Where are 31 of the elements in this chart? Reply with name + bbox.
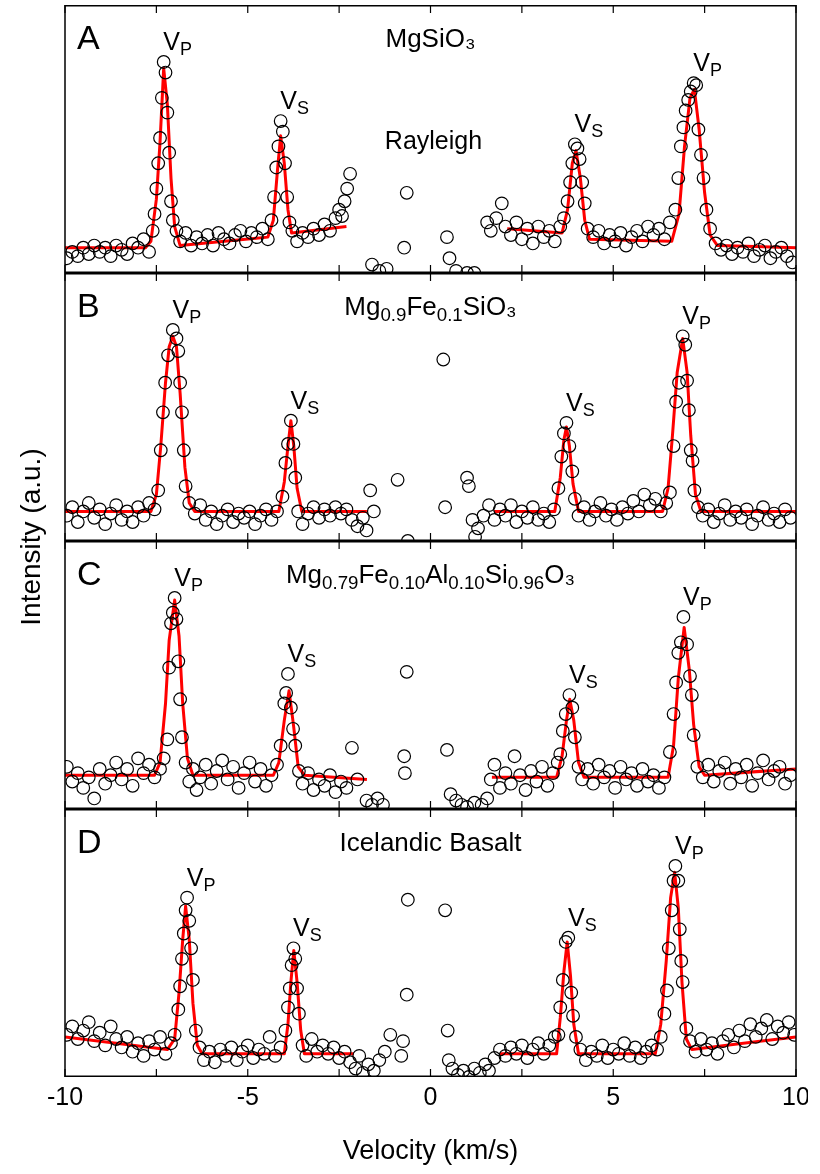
x-axis-title: Velocity (km/s) [342,1135,519,1165]
chart-title: MgSiO₃ [385,23,476,53]
text: B [77,286,100,324]
annotation: V$_{P}$ [683,581,712,615]
chart-title: Mg$_{0.9}$Fe$_{0.1}$SiO₃ [344,291,517,325]
annotation: Rayleigh [384,126,483,154]
x-tick-label: -10 [46,1081,84,1110]
annotation: V$_{P}$ [163,26,193,60]
annotation: V$_{P}$ [693,48,723,81]
annotation: V$_{S}$ [280,86,309,119]
annotation: V$_{P}$ [682,301,712,334]
annotation: V$_{P}$ [186,862,216,896]
chart-title: Icelandic Basalt [339,827,523,857]
text: D [77,822,102,860]
x-tick-label: -5 [236,1081,259,1110]
annotation: V$_{S}$ [290,385,320,419]
annotation: V$_{S}$ [567,902,597,936]
annotation: V$_{P}$ [174,562,203,596]
x-tick-label: 0 [423,1081,438,1110]
text: A [77,18,100,56]
annotation: V$_{S}$ [293,913,322,946]
annotation: V$_{S}$ [569,660,598,693]
x-tick-label: 5 [606,1081,621,1110]
annotation: V$_{P}$ [172,294,202,328]
y-axis-title: Intensity (a.u.) [15,448,46,626]
chart-title: Mg$_{0.79}$Fe$_{0.10}$Al$_{0.10}$Si$_{0.96}$O₃ [285,559,576,593]
annotation: V$_{S}$ [574,109,604,142]
text: C [77,554,102,592]
annotation: V$_{P}$ [675,830,704,864]
annotation: V$_{S}$ [566,387,595,421]
annotation: V$_{S}$ [287,638,317,672]
